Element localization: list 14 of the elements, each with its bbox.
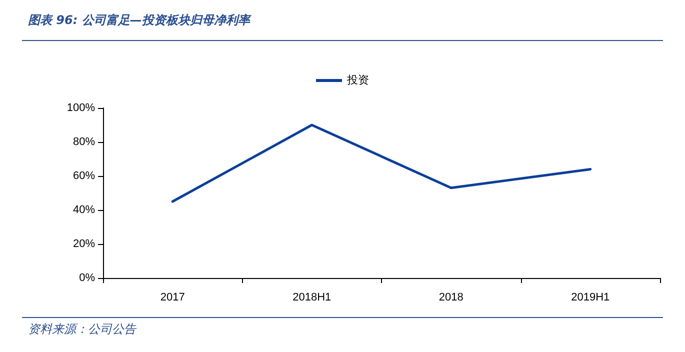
x-tick-label: 2017 <box>160 292 185 304</box>
chart-title: 图表 96: 公司富足—投资板块归母净利率 <box>28 12 250 29</box>
y-tick-label: 20% <box>72 238 96 250</box>
y-tick-label: 40% <box>72 204 96 216</box>
x-tick-label: 2018H1 <box>292 292 332 304</box>
x-tick-label: 2018 <box>438 292 464 304</box>
text: 资料来源：公司公告 <box>28 321 136 338</box>
y-tick-label: 80% <box>72 136 96 148</box>
line-series <box>171 124 592 203</box>
legend-label: 投资 <box>346 74 369 86</box>
y-tick-label: 100% <box>66 102 96 114</box>
x-tick-label: 2019H1 <box>571 292 610 304</box>
y-tick-label: 0% <box>79 272 96 284</box>
y-tick-label: 60% <box>72 170 96 182</box>
